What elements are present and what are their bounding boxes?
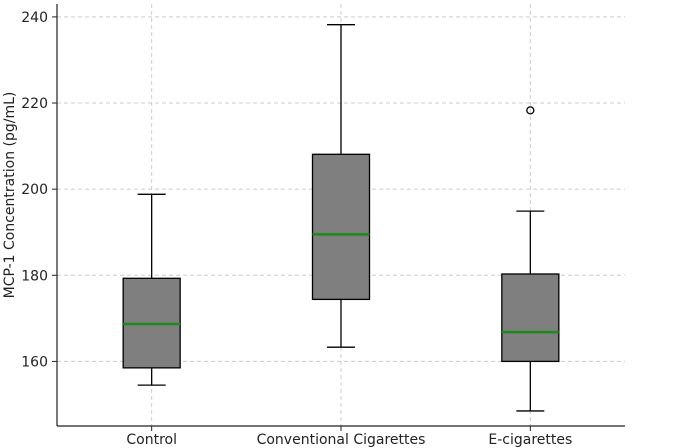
x-tick-label: Control [126, 432, 177, 448]
box [501, 273, 560, 363]
label-layer: MCP-1 Concentration (pg/mL) 160 180 200 220… [2, 10, 572, 448]
y-tick-label: 240 [21, 10, 48, 26]
box [311, 153, 371, 301]
y-tick-label: 200 [21, 182, 48, 198]
box-group [311, 24, 371, 348]
box-group [501, 106, 560, 412]
x-tick-label: E-cigarettes [488, 432, 572, 448]
axis-layer [52, 4, 625, 431]
box-layer [122, 24, 560, 412]
box-group [122, 193, 181, 386]
x-tick-label: Conventional Cigarettes [257, 432, 426, 448]
y-tick-label: 220 [21, 96, 48, 112]
outlier-point [526, 106, 535, 115]
y-axis-label: MCP-1 Concentration (pg/mL) [2, 92, 18, 299]
y-tick-label: 160 [21, 354, 48, 370]
y-tick-label: 180 [21, 268, 48, 284]
